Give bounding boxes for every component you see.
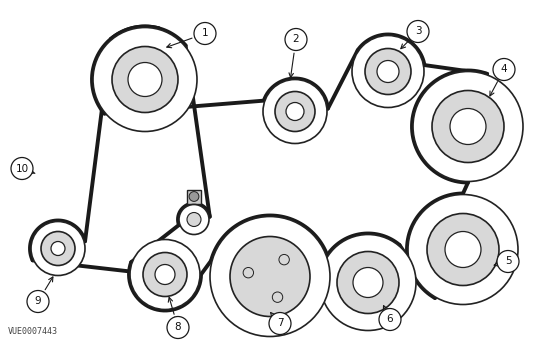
Circle shape [445,232,481,268]
Circle shape [337,251,399,313]
Circle shape [112,47,178,113]
Circle shape [272,292,282,303]
Circle shape [352,36,424,108]
Circle shape [179,204,209,234]
Circle shape [413,72,523,181]
Circle shape [493,59,515,80]
Circle shape [427,214,499,286]
Circle shape [497,251,519,273]
Circle shape [263,79,327,144]
Text: 1: 1 [202,29,208,38]
Circle shape [128,62,162,96]
Circle shape [210,216,330,336]
Text: VUE0007443: VUE0007443 [8,328,58,336]
Circle shape [189,192,199,202]
Circle shape [187,213,201,227]
FancyBboxPatch shape [187,190,201,203]
Circle shape [130,239,200,310]
Circle shape [155,264,175,285]
Circle shape [379,309,401,330]
Text: 6: 6 [387,315,393,324]
Circle shape [143,252,187,297]
Circle shape [51,241,65,256]
Circle shape [365,48,411,95]
Circle shape [243,268,253,278]
Circle shape [27,291,49,312]
Text: 4: 4 [500,65,507,74]
Text: 9: 9 [35,297,41,306]
Text: 8: 8 [175,323,182,333]
Circle shape [377,60,399,83]
Circle shape [167,317,189,339]
Text: 3: 3 [415,26,422,36]
Circle shape [279,255,289,265]
Circle shape [286,102,304,120]
Circle shape [194,23,216,44]
Text: 7: 7 [277,318,284,329]
Circle shape [320,234,416,330]
Text: 5: 5 [505,257,511,267]
Circle shape [407,20,429,42]
Circle shape [230,237,310,317]
Circle shape [408,195,518,305]
Circle shape [93,28,197,132]
Text: 10: 10 [16,163,28,174]
Circle shape [41,232,75,265]
Circle shape [11,157,33,179]
Circle shape [353,268,383,298]
Text: 2: 2 [293,35,299,44]
Circle shape [285,29,307,50]
Circle shape [275,91,315,132]
Circle shape [269,312,291,335]
Circle shape [31,221,85,275]
Circle shape [450,108,486,144]
Circle shape [432,90,504,162]
